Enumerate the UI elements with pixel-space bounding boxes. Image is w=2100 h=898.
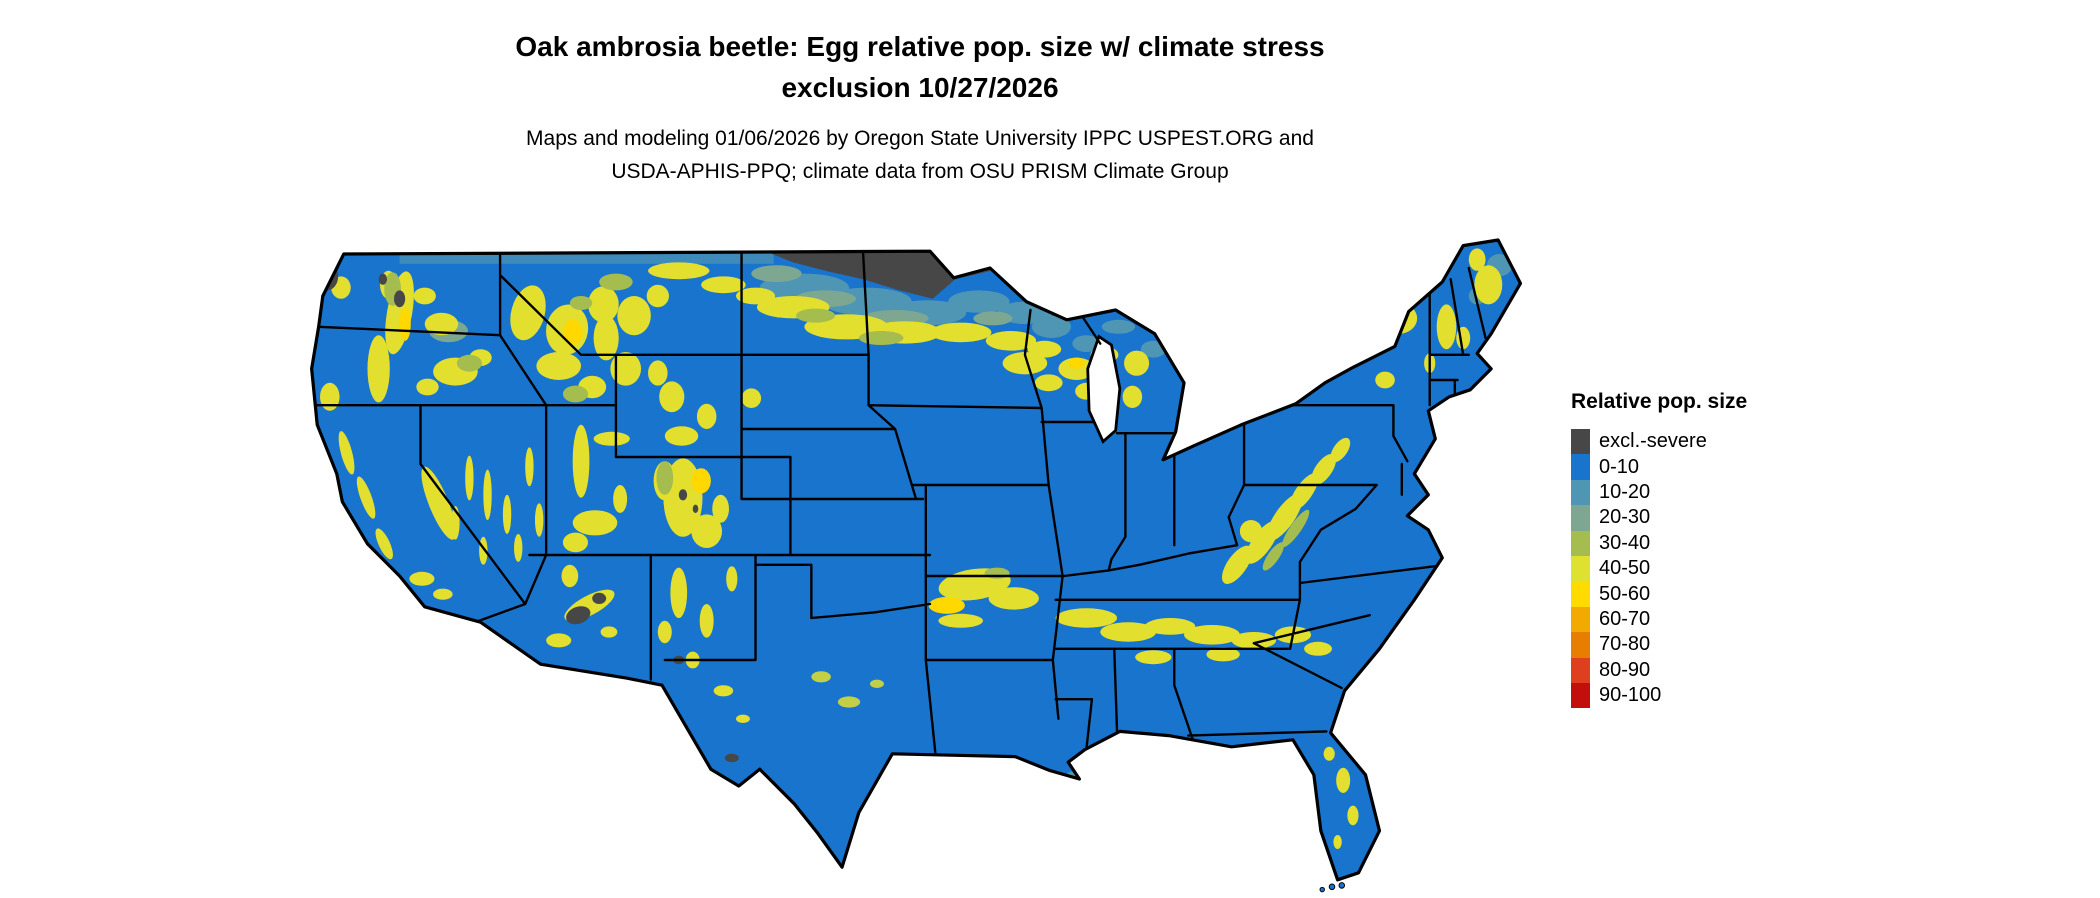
map-subtitle-line2: USDA-APHIS-PPQ; climate data from OSU PR… xyxy=(611,160,1229,183)
legend-item: 20-30 xyxy=(1571,505,1851,531)
terrain-overlay xyxy=(315,248,1513,849)
legend-item: 40-50 xyxy=(1571,555,1851,582)
legend-item: 80-90 xyxy=(1571,657,1851,683)
florida-keys xyxy=(1319,882,1346,893)
legend: Relative pop. size excl.-severe 0-10 10-20… xyxy=(1571,390,1851,709)
legend-item: 70-80 xyxy=(1571,632,1851,658)
legend-item-label: 40-50 xyxy=(1599,557,1651,580)
legend-item-label: 0-10 xyxy=(1599,455,1640,478)
lake-michigan xyxy=(1086,334,1122,444)
legend-swatch xyxy=(1571,555,1590,582)
legend-swatch xyxy=(1571,429,1590,455)
legend-item-label: 10-20 xyxy=(1599,480,1651,503)
legend-item: 30-40 xyxy=(1571,530,1851,556)
legend-swatch xyxy=(1571,657,1590,683)
map-subtitle-line1: Maps and modeling 01/06/2026 by Oregon S… xyxy=(526,127,1314,150)
map-title: Oak ambrosia beetle: Egg relative pop. s… xyxy=(170,26,1670,108)
legend-item: 90-100 xyxy=(1571,682,1851,709)
legend-swatch xyxy=(1571,606,1590,633)
legend-swatch xyxy=(1571,454,1590,480)
legend-item-label: 90-100 xyxy=(1599,684,1662,707)
legend-swatch xyxy=(1571,479,1590,506)
olive-terrain xyxy=(384,272,1310,579)
legend-item-label: 50-60 xyxy=(1599,582,1651,605)
legend-items: excl.-severe 0-10 10-20 20-30 30-40 40-50 50-6… xyxy=(1571,429,1851,709)
legend-item-label: 80-90 xyxy=(1599,658,1651,681)
legend-swatch xyxy=(1571,581,1590,607)
legend-swatch xyxy=(1571,530,1590,556)
legend-title: Relative pop. size xyxy=(1571,390,1748,413)
us-map-svg xyxy=(310,238,1523,893)
legend-item: 10-20 xyxy=(1571,479,1851,506)
gray-green-band xyxy=(428,265,1013,343)
gold-terrain xyxy=(399,307,1085,614)
legend-item: excl.-severe xyxy=(1571,429,1851,455)
yellow-terrain xyxy=(320,248,1503,849)
legend-item-label: 70-80 xyxy=(1599,633,1651,656)
state-borders xyxy=(311,250,1487,757)
legend-item-label: 60-70 xyxy=(1599,607,1651,630)
legend-swatch xyxy=(1571,505,1590,531)
map-subtitle: Maps and modeling 01/06/2026 by Oregon S… xyxy=(170,122,1670,188)
legend-item-label: 20-30 xyxy=(1599,506,1651,529)
legend-item: 60-70 xyxy=(1571,606,1851,633)
conus-map xyxy=(260,198,1600,898)
map-title-line2: exclusion 10/27/2026 xyxy=(781,72,1059,103)
legend-item-label: 30-40 xyxy=(1599,531,1651,554)
legend-item: 0-10 xyxy=(1571,454,1851,480)
legend-item: 50-60 xyxy=(1571,581,1851,607)
map-title-line1: Oak ambrosia beetle: Egg relative pop. s… xyxy=(515,31,1325,62)
legend-swatch xyxy=(1571,682,1590,709)
legend-item-label: excl.-severe xyxy=(1599,430,1707,453)
legend-swatch xyxy=(1571,632,1590,658)
